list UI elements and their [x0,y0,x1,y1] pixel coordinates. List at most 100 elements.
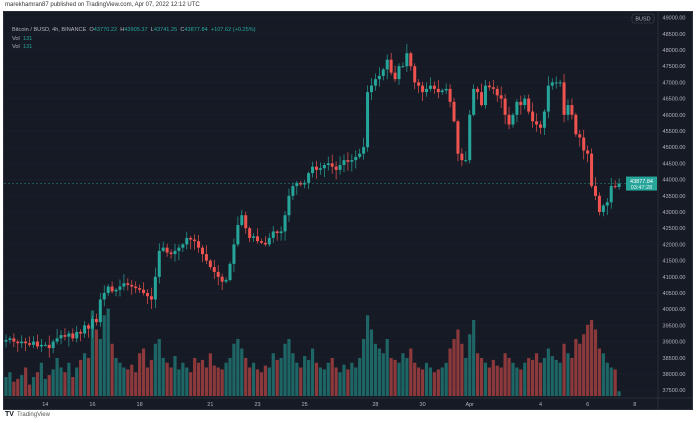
candle-body [90,318,94,329]
candle-body [220,276,224,282]
volume-bar [43,378,47,396]
volume-bar [519,369,523,396]
candle-body [263,242,267,245]
candle-body [8,338,12,340]
price-tick-label: 45500.00 [663,129,686,135]
time-tick-label: 30 [420,402,426,408]
symbol-label[interactable]: Bitcoin / BUSD, 4h, BINANCE [12,27,87,33]
volume-bar [35,372,40,396]
volume-bar [609,367,613,396]
candle-body [605,202,609,206]
price-tick-label: 47500.00 [663,64,686,70]
candle-body [16,341,20,344]
tradingview-logo-icon[interactable]: TV [5,411,14,418]
volume-bar [499,367,503,396]
candle-body [267,237,271,245]
candle-body [550,82,554,86]
volume-bar [448,348,452,396]
candle-body [366,92,370,148]
candle-body [32,341,36,345]
volume-bar [279,358,283,396]
footer-brand[interactable]: TradingView [16,411,50,418]
volume-bar [291,353,295,396]
volume-bar [102,315,106,396]
candle-body [397,66,401,80]
volume-bar [381,353,385,396]
candle-body [480,92,484,106]
volume-bar [299,367,303,396]
price-tick-label: 40000.00 [663,307,686,313]
candle-body [350,160,354,162]
volume-bar [122,367,126,396]
volume-bar [220,369,224,396]
volume-bar [413,362,417,396]
candle-body [452,101,456,122]
candle-body [346,160,350,162]
volume-bar [153,343,157,396]
volume-bar [358,358,362,396]
volume-bar [318,367,322,396]
candle-body [574,114,578,135]
candle-body [181,244,185,248]
candle-body [157,250,161,277]
volume-bar [118,362,122,396]
volume-bar [479,358,484,396]
volume-bar [377,348,381,396]
volume-bar [185,367,189,396]
candle-body [252,236,256,238]
candle-body [456,121,460,154]
candlestick-chart[interactable]: 49000.00 48500.00 48000.00 47500.00 47000.00… [4,12,692,409]
candle-body [428,85,432,89]
candle-body [87,325,91,329]
volume-bar [342,364,346,396]
volume-bar [322,369,326,396]
volume-bar [75,367,79,396]
volume-bar [94,329,98,396]
vol-label: Vol [12,44,20,50]
candle-body [208,260,212,268]
volume-bar [393,359,397,396]
volume-bar [141,348,146,396]
volume-bar [20,375,24,396]
vol-value: 131 [22,35,33,42]
volume-bar [59,367,63,396]
volume-bar [224,362,228,396]
time-tick-label: 4 [539,402,542,408]
volume-bar [310,348,315,396]
candle-body [417,82,421,86]
candle-body [421,85,425,93]
candle-body [326,163,330,166]
candle-body [503,98,507,115]
price-tick-label: 46500.00 [663,97,686,103]
candle-body [338,165,342,170]
candle-body [373,79,377,86]
volume-bar [428,367,433,396]
volume-bar [193,358,197,396]
candle-body [43,344,47,346]
price-tick-label: 46000.00 [663,113,686,119]
volume-bar [181,362,185,396]
volume-bar [586,324,590,396]
volume-bar [138,353,142,396]
chart-panel[interactable]: 49000.00 48500.00 48000.00 47500.00 47000.00… [3,11,693,410]
volume-bar [503,353,507,396]
candle-body [381,69,385,76]
candle-body [98,299,102,323]
candle-body [59,335,63,339]
volume-bar [216,367,220,396]
open-value: 43770.22 [93,27,118,33]
volume-bar [424,362,429,396]
candle-body [169,252,173,255]
volume-bar [330,358,334,396]
volume-bar [554,359,558,396]
candle-body [279,231,283,234]
candle-body [507,114,511,125]
candle-body [149,296,153,300]
volume-bar [314,362,319,396]
candle-body [35,341,39,347]
volume-bar [589,320,594,396]
candle-body [311,166,315,174]
candle-body [389,59,393,73]
currency-badge [631,13,655,24]
publisher-line: marekhamran87 published on TradingView.c… [5,2,200,8]
